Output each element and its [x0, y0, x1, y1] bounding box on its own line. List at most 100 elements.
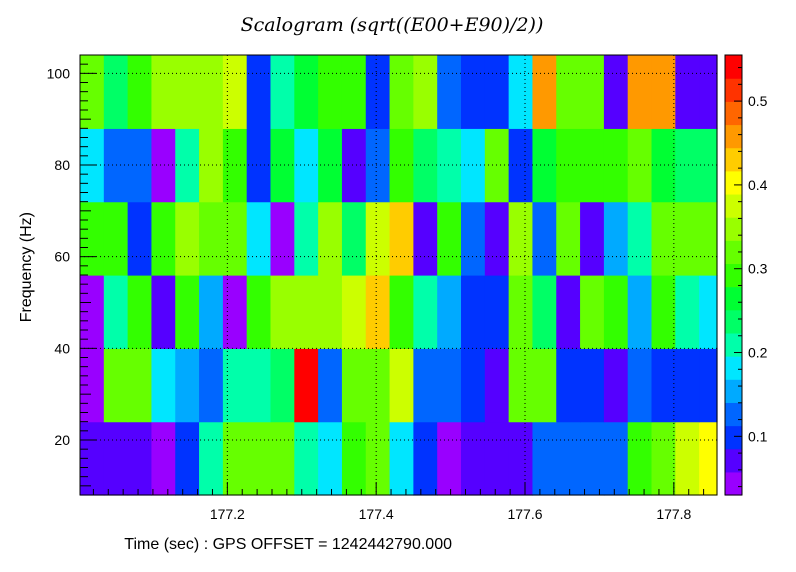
- heatmap-cell: [651, 421, 676, 496]
- heatmap-cell: [175, 201, 200, 276]
- heatmap-cell: [508, 55, 534, 129]
- heatmap-cell: [699, 348, 718, 423]
- heatmap-cell: [199, 275, 224, 349]
- colorbar-swatch: [725, 240, 742, 265]
- heatmap-cell: [199, 348, 224, 423]
- heatmap-cell: [365, 201, 391, 276]
- colorbar-swatch: [725, 356, 742, 380]
- heatmap-cell: [651, 348, 676, 423]
- colorbar-swatch: [725, 309, 742, 334]
- colorbar: [725, 55, 742, 496]
- heatmap-cell: [389, 55, 414, 129]
- heatmap-cell: [199, 55, 224, 129]
- heatmap-cell: [318, 421, 343, 496]
- heatmap-cell: [389, 128, 414, 203]
- heatmap-cell: [508, 348, 534, 423]
- y-axis-label: Frequency (Hz): [18, 212, 35, 322]
- heatmap-cell: [127, 128, 153, 203]
- heatmap-cell: [222, 128, 248, 203]
- heatmap-cell: [508, 201, 534, 276]
- heatmap-cell: [484, 421, 510, 496]
- heatmap-cell: [270, 348, 295, 423]
- heatmap-cell: [270, 275, 295, 349]
- heatmap-cell: [365, 55, 391, 129]
- heatmap-cell: [556, 201, 581, 276]
- heatmap-cell: [651, 275, 676, 349]
- heatmap-cell: [151, 275, 176, 349]
- heatmap-cell: [556, 55, 581, 129]
- heatmap-cell: [461, 275, 486, 349]
- heatmap-cell: [294, 201, 319, 276]
- colorbar-swatch: [725, 402, 742, 427]
- heatmap-cell: [318, 348, 343, 423]
- heatmap-cell: [341, 348, 367, 423]
- heatmap-cell: [222, 55, 248, 129]
- heatmap-cell: [270, 128, 295, 203]
- chart-title: Scalogram (sqrt((E00+E90)/2)): [241, 14, 544, 36]
- heatmap-cell: [246, 275, 272, 349]
- heatmap-cell: [318, 128, 343, 203]
- colorbar-swatch: [725, 124, 742, 149]
- heatmap-cell: [341, 201, 367, 276]
- heatmap-cell: [246, 348, 272, 423]
- heatmap-cell: [580, 201, 605, 276]
- heatmap-cell: [556, 348, 581, 423]
- heatmap-cell: [341, 55, 367, 129]
- heatmap-cell: [675, 55, 700, 129]
- heatmap-cell: [365, 275, 391, 349]
- y-tick-label: 60: [54, 249, 70, 265]
- heatmap-cell: [246, 128, 272, 203]
- x-axis-ticks: 177.2 177.4 177.6 177.8: [92, 482, 705, 522]
- heatmap-cell: [556, 275, 581, 349]
- heatmap-cell: [175, 128, 200, 203]
- heatmap-cell: [318, 201, 343, 276]
- colorbar-swatch: [725, 193, 742, 218]
- heatmap-cell: [437, 128, 462, 203]
- heatmap-cell: [413, 55, 438, 129]
- colorbar-tick-label: 0.1: [748, 428, 768, 444]
- heatmap-cell: [151, 201, 176, 276]
- heatmap-cell: [699, 201, 718, 276]
- x-tick-label: 177.4: [359, 506, 394, 522]
- heatmap-cell: [627, 275, 653, 349]
- colorbar-swatch: [725, 286, 742, 311]
- heatmap-cell: [389, 275, 414, 349]
- heatmap-cell: [199, 421, 224, 496]
- colorbar-frame: [724, 54, 743, 496]
- heatmap-cell: [175, 348, 200, 423]
- heatmap-cell: [461, 201, 486, 276]
- heatmap-cell: [389, 421, 414, 496]
- heatmap-cell: [627, 348, 653, 423]
- heatmap-cell: [127, 201, 153, 276]
- heatmap-cell: [294, 128, 319, 203]
- heatmap-cell: [580, 275, 605, 349]
- heatmap-cell: [270, 55, 295, 129]
- heatmap-cell: [199, 201, 224, 276]
- heatmap-cell: [532, 55, 557, 129]
- heatmap-cell: [246, 421, 272, 496]
- heatmap-cell: [175, 55, 200, 129]
- heatmap-cell: [127, 275, 153, 349]
- heatmap-cell: [413, 128, 438, 203]
- heatmap-cell: [484, 55, 510, 129]
- heatmap-cell: [461, 128, 486, 203]
- heatmap-cell: [222, 421, 248, 496]
- heatmap-cell: [341, 128, 367, 203]
- colorbar-swatch: [725, 147, 742, 172]
- heatmap-cell: [318, 55, 343, 129]
- heatmap-cell: [127, 55, 153, 129]
- heatmap-cell: [246, 55, 272, 129]
- heatmap-cell: [603, 421, 629, 496]
- heatmap-cell: [651, 128, 676, 203]
- heatmap-cell: [484, 201, 510, 276]
- heatmap-cell: [365, 128, 391, 203]
- heatmap-cell: [365, 421, 391, 496]
- heatmap-cell: [151, 348, 176, 423]
- heatmap-cell: [413, 275, 438, 349]
- heatmap-cell: [151, 55, 176, 129]
- heatmap-cell: [437, 421, 462, 496]
- heatmap-cell: [699, 55, 718, 129]
- y-tick-label: 20: [54, 432, 70, 448]
- heatmap-cell: [484, 348, 510, 423]
- colorbar-swatch: [725, 101, 742, 126]
